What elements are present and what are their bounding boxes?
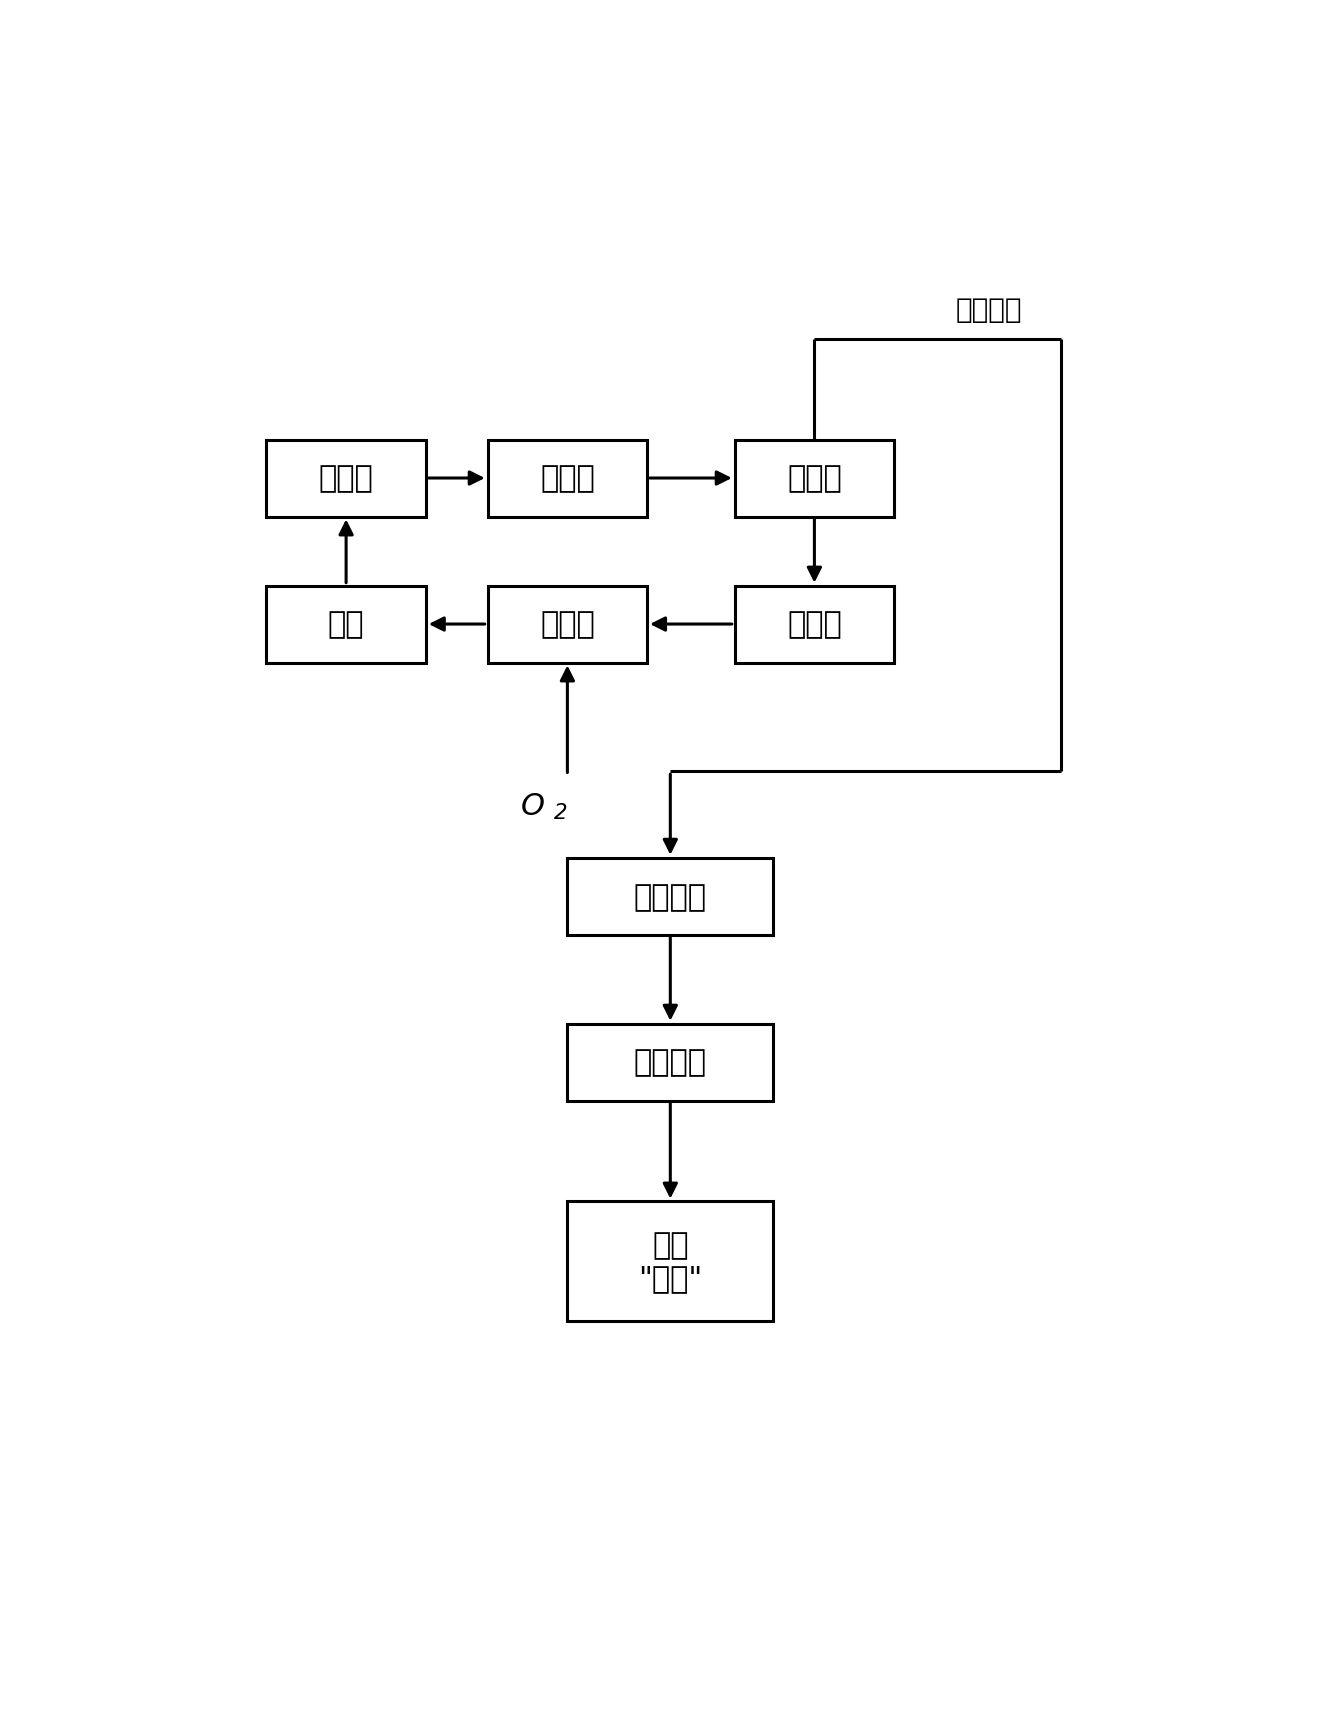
Bar xyxy=(267,441,426,517)
Text: 贵液池: 贵液池 xyxy=(540,463,595,493)
Text: 产品
"黄饼": 产品 "黄饼" xyxy=(639,1230,703,1292)
Bar xyxy=(567,858,773,936)
Bar xyxy=(567,1203,773,1322)
Text: 饱和树脂: 饱和树脂 xyxy=(956,296,1023,324)
Bar xyxy=(734,586,894,663)
Bar xyxy=(267,586,426,663)
Bar xyxy=(567,1023,773,1101)
Text: O: O xyxy=(521,793,544,820)
Text: 抽液井: 抽液井 xyxy=(319,463,373,493)
Text: 解析沉淀: 解析沉淀 xyxy=(633,882,706,911)
Text: 配液池: 配液池 xyxy=(788,610,842,639)
Text: 压滤烘干: 压滤烘干 xyxy=(633,1048,706,1077)
Text: 吸附塔: 吸附塔 xyxy=(788,463,842,493)
Text: 2: 2 xyxy=(554,803,567,822)
Text: 注液井: 注液井 xyxy=(540,610,595,639)
Bar xyxy=(487,441,647,517)
Text: 矿层: 矿层 xyxy=(328,610,364,639)
Bar xyxy=(487,586,647,663)
Bar xyxy=(734,441,894,517)
